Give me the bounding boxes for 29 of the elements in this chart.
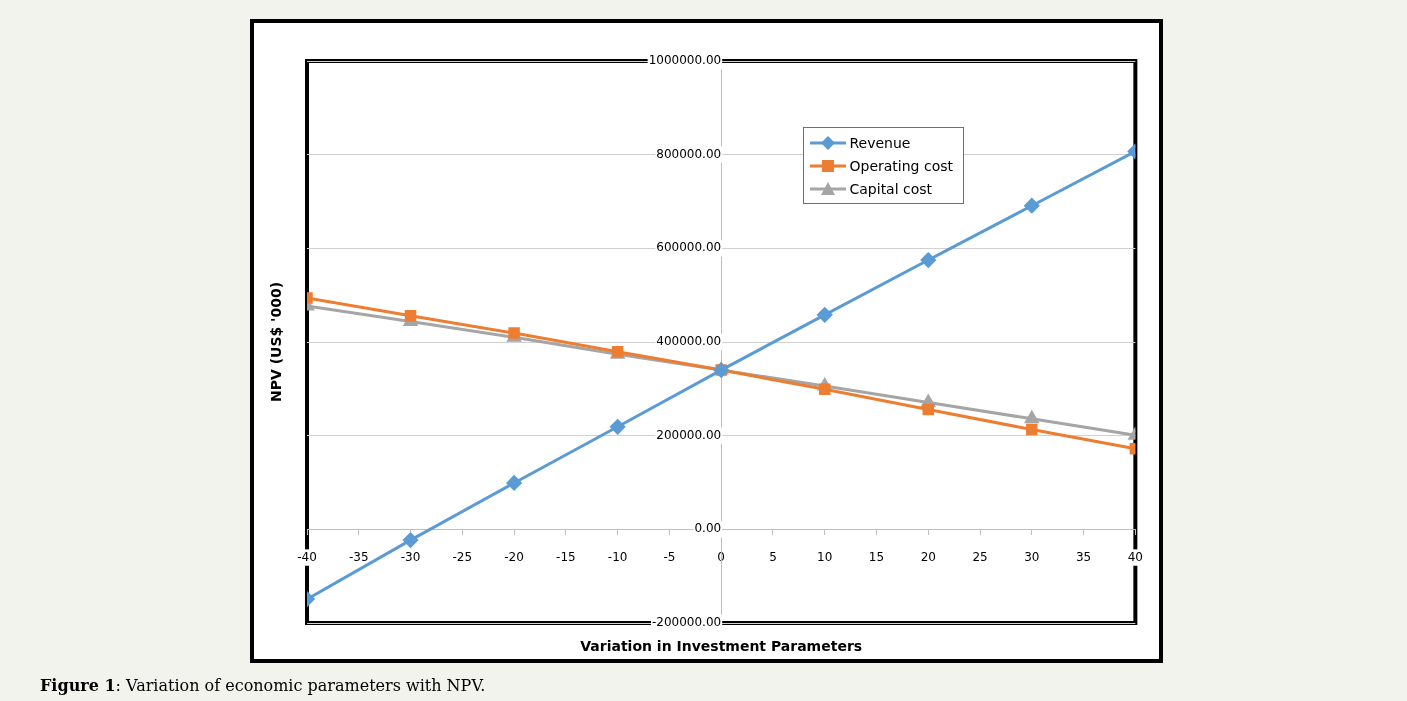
y-tick-label: 600000.00 bbox=[656, 240, 722, 255]
y-tick-label: 800000.00 bbox=[656, 146, 722, 161]
x-tick-label: -5 bbox=[663, 549, 676, 564]
x-tick-label: -30 bbox=[400, 549, 421, 564]
y-tick-label: 1000000.00 bbox=[648, 53, 722, 68]
x-tick-label: -10 bbox=[607, 549, 628, 564]
x-tick-label: 5 bbox=[769, 549, 777, 564]
y-tick-label: -200000.00 bbox=[651, 615, 722, 630]
y-tick-label: 400000.00 bbox=[656, 334, 722, 349]
x-tick-label: -25 bbox=[452, 549, 473, 564]
caption: Figure 1: Variation of economic parameters with NPV. bbox=[40, 676, 486, 695]
x-tick-label: 20 bbox=[920, 549, 936, 564]
x-axis-title: Variation in Investment Parameters bbox=[580, 637, 863, 654]
legend-label: Capital cost bbox=[849, 180, 933, 197]
x-tick-label: -40 bbox=[297, 549, 317, 564]
x-tick-label: 30 bbox=[1024, 549, 1040, 564]
y-tick-label: 0.00 bbox=[694, 521, 722, 536]
x-tick-label: 15 bbox=[868, 549, 885, 564]
x-tick-label: 25 bbox=[972, 549, 988, 564]
x-tick-label: -20 bbox=[504, 549, 524, 564]
x-tick-label: -15 bbox=[556, 549, 576, 564]
y-tick-label: 200000.00 bbox=[656, 427, 722, 442]
x-tick-label: 10 bbox=[817, 549, 833, 564]
x-tick-label: 35 bbox=[1075, 549, 1092, 564]
legend-label: Operating cost bbox=[849, 157, 953, 174]
x-tick-label: -35 bbox=[348, 549, 369, 564]
x-tick-label: 40 bbox=[1127, 549, 1144, 564]
y-axis-title: NPV (US$ '000) bbox=[267, 281, 284, 403]
legend-label: Revenue bbox=[849, 134, 911, 151]
